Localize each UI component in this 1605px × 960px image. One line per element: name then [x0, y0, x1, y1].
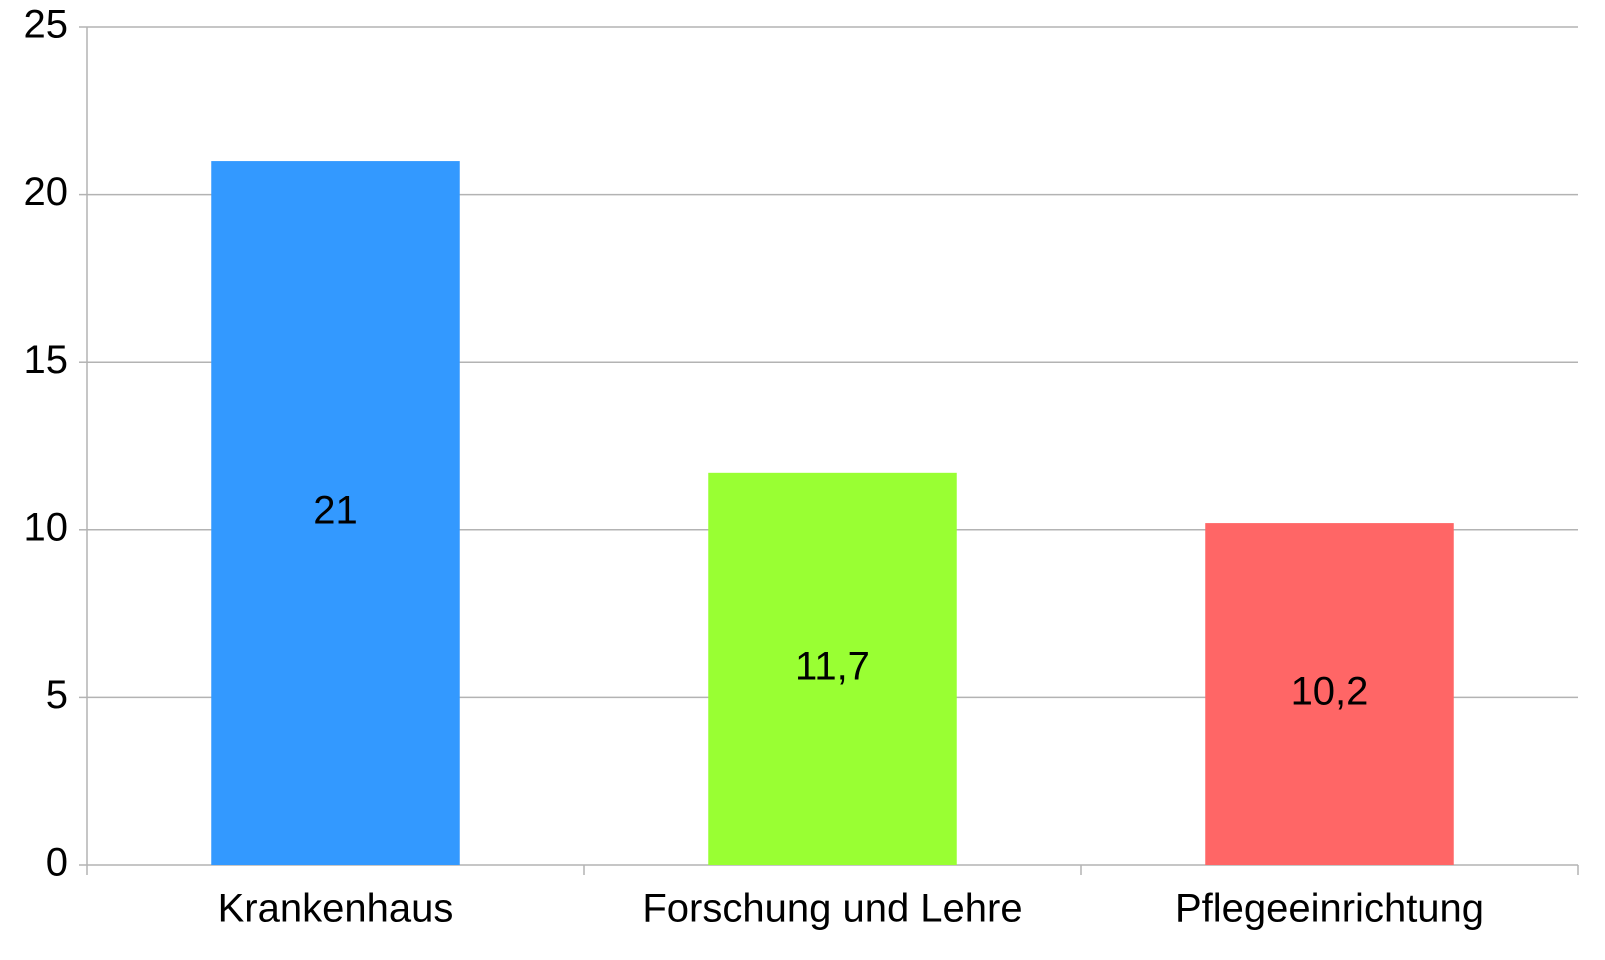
y-tick-label: 20 — [24, 170, 69, 214]
x-tick-label: Forschung und Lehre — [642, 887, 1022, 931]
y-tick-label: 10 — [24, 505, 69, 549]
bar — [1205, 523, 1454, 865]
bar — [211, 161, 460, 865]
bar — [708, 472, 957, 865]
y-tick-label: 15 — [24, 338, 69, 382]
y-tick-label: 25 — [24, 3, 69, 47]
value-label: 21 — [313, 489, 358, 533]
value-label: 10,2 — [1291, 670, 1369, 714]
value-label: 11,7 — [795, 644, 870, 688]
x-tick-label: Krankenhaus — [218, 887, 454, 931]
y-tick-label: 5 — [46, 673, 68, 717]
x-tick-label: Pflegeeinrichtung — [1175, 887, 1484, 931]
y-tick-label: 0 — [46, 841, 68, 885]
